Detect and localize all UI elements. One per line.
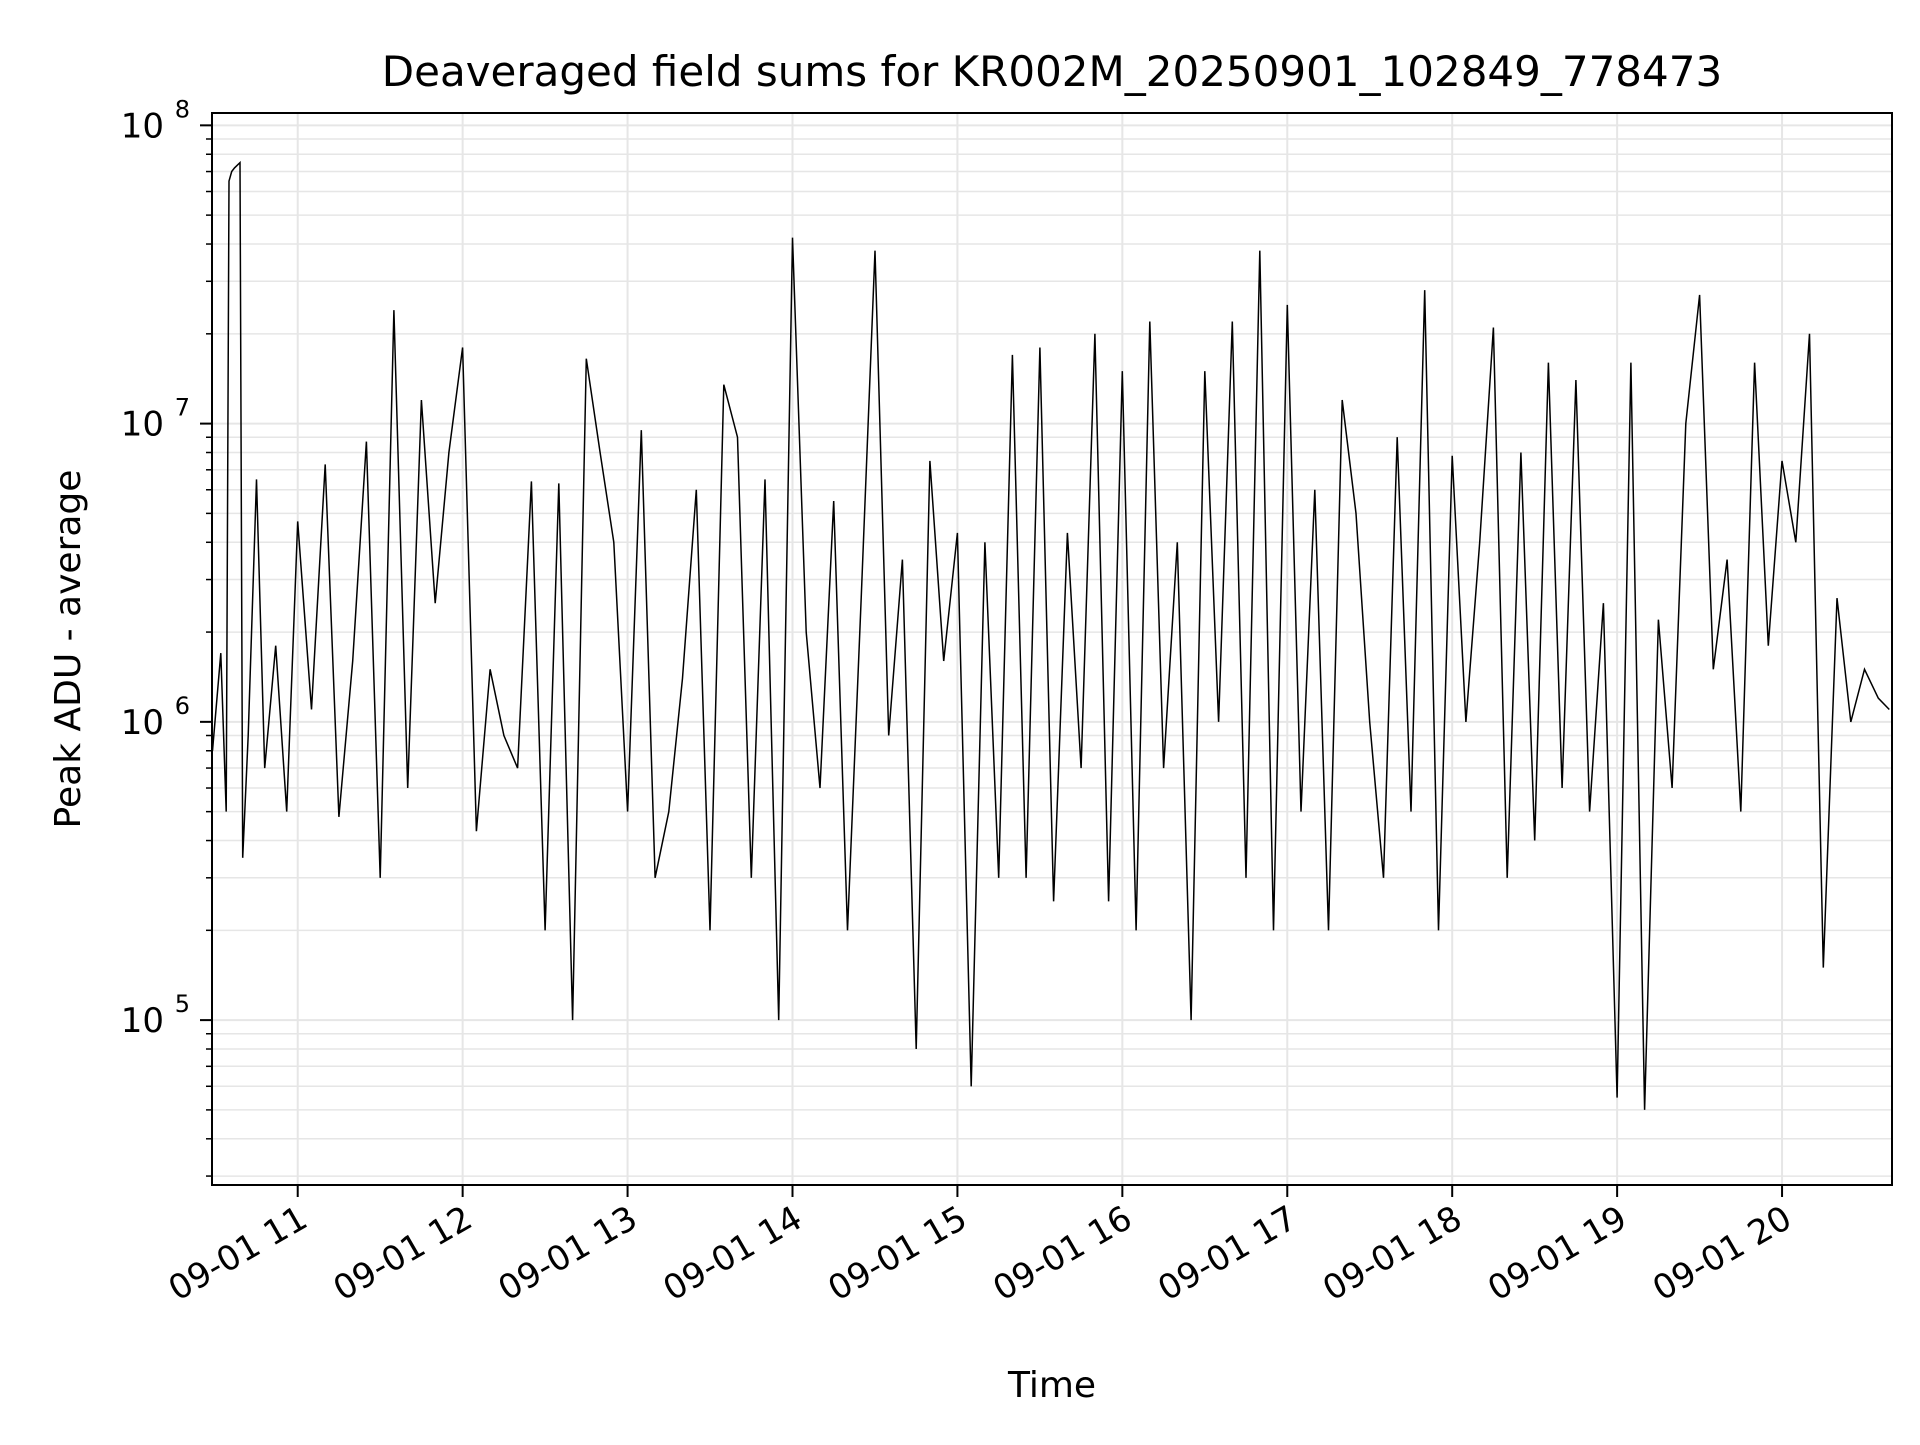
y-tick-label: 10 xyxy=(121,106,164,146)
series-line xyxy=(211,160,1890,1110)
y-tick-label: 10 xyxy=(121,405,164,445)
series-layer xyxy=(211,160,1890,1110)
chart-title: Deaveraged field sums for KR002M_2025090… xyxy=(382,47,1722,96)
y-tick-exponent: 6 xyxy=(175,692,190,720)
y-tick-label: 10 xyxy=(121,703,164,743)
y-tick-exponent: 5 xyxy=(175,990,190,1018)
y-tick-exponent: 7 xyxy=(175,394,190,422)
axes-frame xyxy=(211,112,1893,1186)
y-tick-exponent: 8 xyxy=(175,95,190,123)
y-tick-base: 10 xyxy=(121,703,164,743)
y-axis: 10 5 10 6 10 7 10 8 xyxy=(121,95,212,1177)
y-axis-label: Peak ADU - average xyxy=(48,470,89,829)
y-tick-base: 10 xyxy=(121,405,164,445)
y-tick-base: 10 xyxy=(121,106,164,146)
y-tick-label: 10 xyxy=(121,1001,164,1041)
y-tick-base: 10 xyxy=(121,1001,164,1041)
x-axis-label: Time xyxy=(1007,1365,1096,1406)
